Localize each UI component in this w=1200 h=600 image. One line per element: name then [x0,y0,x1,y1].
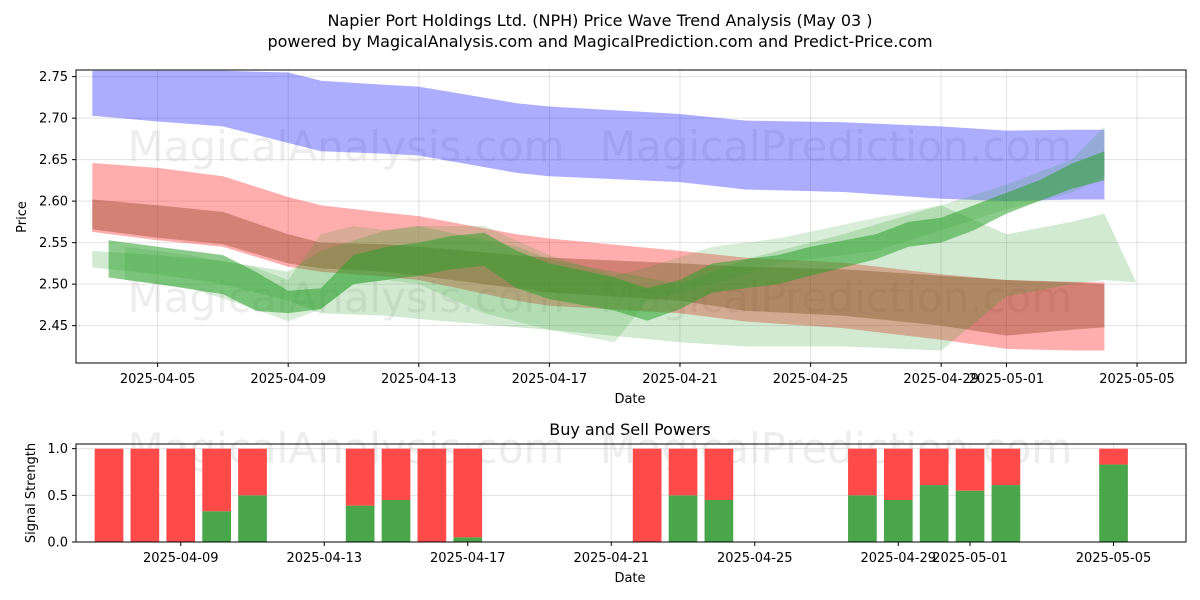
price-plot-frame [75,69,1187,364]
sell-bar-0 [94,448,124,542]
band-wave-3 [108,151,1105,321]
band-mid-band [92,199,1105,336]
price-y-tick-label-4: 2.65 [39,153,68,168]
sell-bar-7 [417,448,447,542]
price-bands [92,70,1137,351]
price-x-tick-label-2: 2025-04-13 [381,372,457,387]
powers-chart: Buy and Sell Powers MagicalAnalysis.com … [24,420,1187,586]
sell-bar-6 [381,448,411,500]
price-y-tick-label-3: 2.60 [39,195,68,210]
powers-y-tick-label-2: 1.0 [47,442,68,457]
band-lower-band [92,163,1105,351]
buy-bar-13 [883,500,913,542]
price-y-tick-label-5: 2.70 [39,112,68,127]
price-x-tick-label-3: 2025-04-17 [512,372,588,387]
buy-bar-3 [202,511,231,542]
powers-y-ticks: 0.0 0.5 1.0 [47,442,76,551]
sell-bar-3 [202,448,231,512]
powers-y-axis-label: Signal Strength [24,443,39,543]
powers-x-tick-label-5: 2025-04-29 [860,551,936,566]
powers-x-tick-label-4: 2025-04-25 [717,551,793,566]
sell-bar-2 [166,448,196,542]
powers-x-tick-label-1: 2025-04-13 [286,551,362,566]
sell-bar-4 [238,448,267,496]
price-x-axis-label: Date [614,392,645,407]
powers-x-ticks: 2025-04-09 2025-04-13 2025-04-17 2025-04-21… [143,542,1151,566]
buy-bar-14 [919,485,949,542]
price-x-tick-label-6: 2025-04-29 [903,372,979,387]
sell-bar-15 [955,448,985,491]
buy-bar-10 [668,495,698,542]
sell-bar-12 [848,448,877,496]
powers-x-tick-label-2: 2025-04-17 [430,551,506,566]
buy-bar-17 [1099,464,1128,542]
powers-plot-frame [75,443,1187,543]
price-x-tick-label-0: 2025-04-05 [120,372,196,387]
price-y-axis-label: Price [15,201,30,233]
powers-x-tick-label-0: 2025-04-09 [143,551,219,566]
price-y-tick-label-2: 2.55 [39,236,68,251]
buy-bar-11 [704,500,734,542]
sell-bar-11 [704,448,734,500]
chart-title: Napier Port Holdings Ltd. (NPH) Price Wa… [327,11,872,30]
band-upper-band [92,70,1105,202]
powers-x-tick-label-6: 2025-05-01 [932,551,1008,566]
buy-bar-15 [955,490,985,542]
price-y-tick-label-6: 2.75 [39,70,68,85]
chart-subtitle: powered by MagicalAnalysis.com and Magic… [267,32,932,51]
watermark-prediction-top: MagicalPrediction.com [600,122,1073,171]
price-x-ticks: 2025-04-05 2025-04-09 2025-04-13 2025-04-17… [120,363,1175,387]
sell-bar-8 [453,448,483,538]
price-x-tick-label-4: 2025-04-21 [642,372,718,387]
buy-bar-16 [991,485,1021,542]
buy-bar-6 [381,500,411,542]
sell-bar-5 [345,448,375,506]
buy-bar-8 [453,537,483,542]
powers-x-tick-label-3: 2025-04-21 [573,551,649,566]
powers-y-tick-label-0: 0.0 [47,536,68,551]
sell-bar-17 [1099,448,1128,465]
powers-x-axis-label: Date [614,571,645,586]
price-y-ticks: 2.45 2.50 2.55 2.60 2.65 2.70 2.75 [39,70,76,334]
price-watermarks: MagicalAnalysis.com MagicalPrediction.co… [128,122,1073,322]
price-y-tick-label-0: 2.45 [39,319,68,334]
sell-bar-10 [668,448,698,496]
watermark-analysis-top: MagicalAnalysis.com [128,122,565,171]
price-x-tick-label-7: 2025-05-01 [969,372,1045,387]
price-chart: MagicalAnalysis.com MagicalPrediction.co… [15,69,1187,407]
powers-chart-title: Buy and Sell Powers [549,420,711,439]
price-y-tick-label-1: 2.50 [39,278,68,293]
buy-bar-4 [238,495,267,542]
sell-bar-14 [919,448,949,486]
powers-x-tick-label-7: 2025-05-05 [1076,551,1152,566]
price-x-tick-label-5: 2025-04-25 [773,372,849,387]
powers-bars [94,448,1128,542]
buy-bar-12 [848,495,877,542]
price-x-tick-label-1: 2025-04-09 [250,372,326,387]
sell-bar-1 [130,448,160,542]
sell-bar-13 [883,448,913,500]
buy-bar-5 [345,505,375,542]
sell-bar-16 [991,448,1021,486]
sell-bar-9 [632,448,662,542]
price-x-tick-label-8: 2025-05-05 [1099,372,1175,387]
powers-y-tick-label-1: 0.5 [47,489,68,504]
